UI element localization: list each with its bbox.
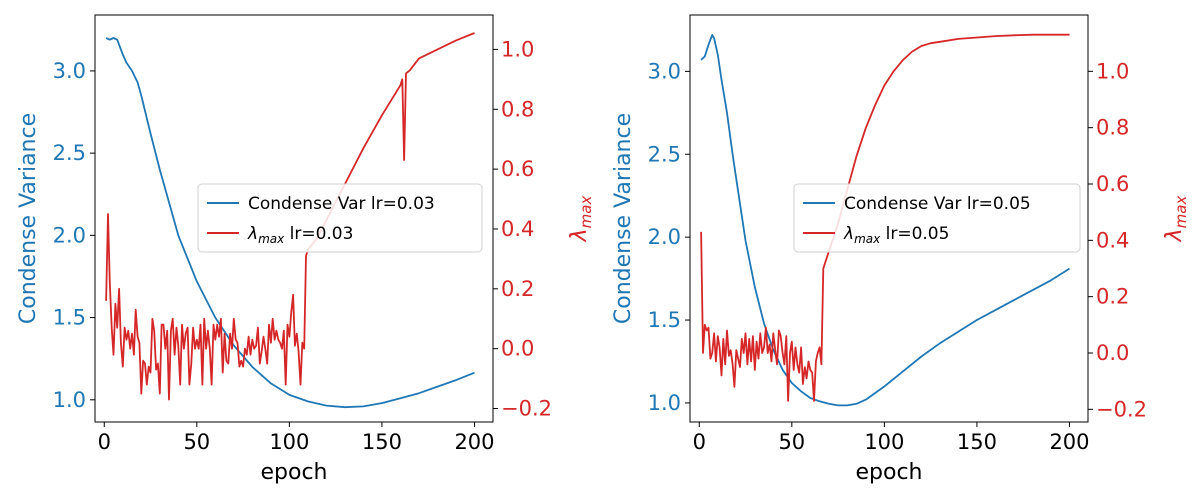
condense-var-line [105, 37, 475, 409]
y-right-tick-label: 0.4 [501, 217, 534, 241]
lambda-max-line [700, 33, 1070, 402]
lambda-max-line [105, 32, 475, 401]
plot-frame [689, 14, 1089, 423]
y-left-tick-label: 2.0 [648, 225, 681, 249]
legend-label: Condense Var lr=0.03 [248, 194, 435, 214]
plot-frame [94, 14, 494, 423]
x-tick-label: 0 [98, 430, 111, 454]
series-lines [105, 32, 475, 409]
y-axis-right-label: λmax [567, 196, 595, 243]
y-axis-left: 1.0 1.5 2.0 2.5 3.0 Condense Variance [611, 59, 690, 415]
y-left-tick-label: 2.0 [53, 223, 86, 247]
y-axis-right: −0.2 0.0 0.2 0.4 0.6 0.8 1.0 λmax [1088, 59, 1190, 421]
legend-lambda: λ [843, 224, 854, 244]
x-axis-label: epoch [856, 460, 923, 485]
y-right-tick-label: 0.6 [1096, 172, 1129, 196]
x-axis: 0 50 100 150 200 epoch [98, 422, 495, 485]
y-right-tick-label: 0.2 [501, 277, 534, 301]
y-right-tick-label: 0.8 [501, 97, 534, 121]
y-left-tick-label: 2.5 [648, 142, 681, 166]
lambda-subscript: max [577, 196, 595, 229]
y-axis-left-label: Condense Variance [16, 113, 41, 324]
legend-label: λmax lr=0.03 [247, 224, 353, 246]
y-left-tick-label: 1.0 [648, 391, 681, 415]
y-right-tick-label: 0.4 [1096, 228, 1129, 252]
y-left-tick-label: 3.0 [53, 59, 86, 83]
x-tick-label: 150 [957, 430, 997, 454]
y-axis-right: −0.2 0.0 0.2 0.4 0.6 0.8 1.0 λmax [493, 37, 595, 421]
y-right-tick-label: 1.0 [501, 37, 534, 61]
legend-lambda-sub: max [258, 232, 285, 246]
chart-right: 0 50 100 150 200 epoch 1.0 1.5 2.0 2.5 3.0 Condense… [611, 14, 1190, 485]
legend: Condense Var lr=0.03 λmax lr=0.03 [197, 183, 483, 253]
chart-left: 0 50 100 150 200 epoch 1.0 1.5 2.0 2.5 3.0 Condense… [16, 14, 595, 485]
lambda-symbol: λ [567, 228, 592, 242]
x-tick-label: 0 [693, 430, 706, 454]
condense-var-line [700, 34, 1070, 407]
y-left-tick-label: 1.5 [648, 308, 681, 332]
legend-box [793, 183, 1081, 253]
y-right-tick-label: −0.2 [501, 397, 552, 421]
y-right-tick-label: −0.2 [1096, 397, 1147, 421]
y-left-tick-label: 1.5 [53, 306, 86, 330]
series-lines [700, 33, 1070, 407]
x-axis-label: epoch [261, 460, 328, 485]
y-right-tick-label: 0.6 [501, 157, 534, 181]
x-tick-label: 150 [362, 430, 402, 454]
lambda-subscript: max [1172, 196, 1190, 229]
legend: Condense Var lr=0.05 λmax lr=0.05 [793, 183, 1081, 253]
legend-label-rest: lr=0.03 [284, 224, 353, 244]
y-right-tick-label: 1.0 [1096, 59, 1129, 83]
x-tick-label: 200 [454, 430, 494, 454]
lambda-symbol: λ [1162, 228, 1187, 242]
y-right-tick-label: 0.0 [1096, 341, 1129, 365]
y-axis-left: 1.0 1.5 2.0 2.5 3.0 Condense Variance [16, 59, 95, 412]
y-axis-left-label: Condense Variance [611, 113, 636, 324]
legend-label: λmax lr=0.05 [843, 224, 949, 246]
legend-lambda-sub: max [854, 232, 881, 246]
x-tick-label: 50 [183, 430, 210, 454]
x-axis: 0 50 100 150 200 epoch [693, 422, 1090, 485]
x-tick-label: 100 [864, 430, 904, 454]
y-right-tick-label: 0.8 [1096, 116, 1129, 140]
legend-box [197, 183, 483, 253]
y-left-tick-label: 1.0 [53, 388, 86, 412]
legend-label: Condense Var lr=0.05 [844, 194, 1031, 214]
x-tick-label: 50 [778, 430, 805, 454]
y-left-tick-label: 2.5 [53, 141, 86, 165]
legend-label-rest: lr=0.05 [880, 224, 949, 244]
x-tick-label: 200 [1049, 430, 1089, 454]
y-left-tick-label: 3.0 [648, 59, 681, 83]
legend-lambda: λ [247, 224, 258, 244]
x-tick-label: 100 [269, 430, 309, 454]
y-right-tick-label: 0.0 [501, 337, 534, 361]
y-axis-right-label: λmax [1162, 196, 1190, 243]
y-right-tick-label: 0.2 [1096, 285, 1129, 309]
